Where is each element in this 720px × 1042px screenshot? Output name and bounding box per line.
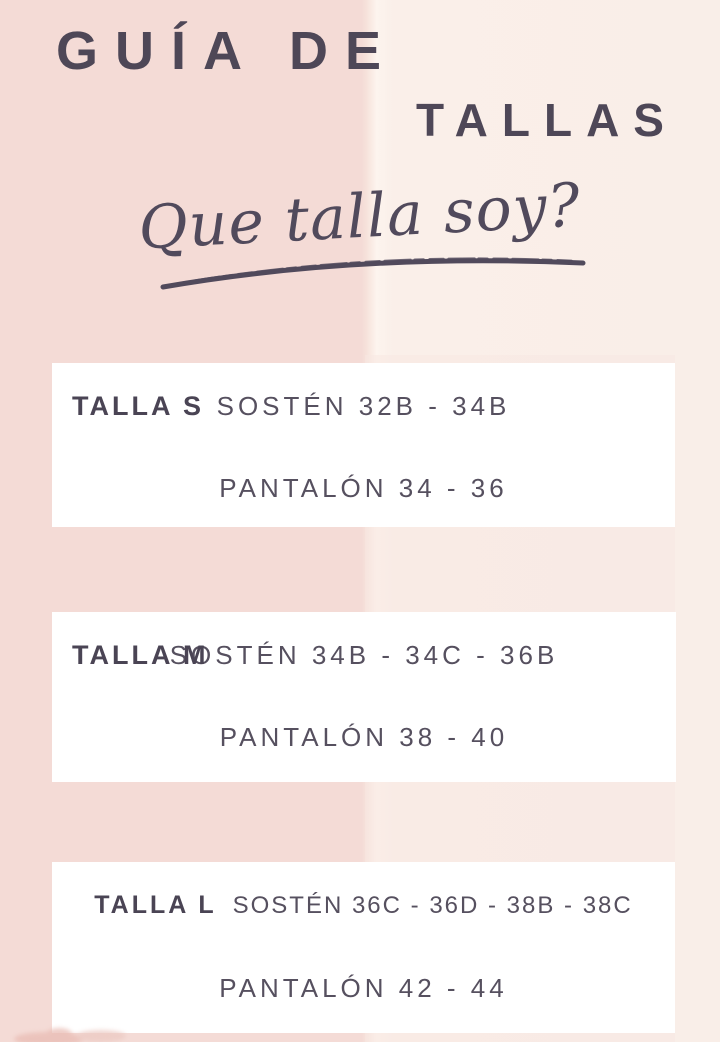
pants-sizes-s: PANTALÓN 34 - 36: [219, 473, 508, 503]
size-label-l: TALLA L: [94, 891, 217, 919]
script-question-text: Que talla soy?: [137, 170, 583, 263]
bra-sizes-s: SOSTÉN 32B - 34B: [216, 391, 511, 421]
script-underline: [160, 258, 586, 290]
bra-sizes-m: SOSTÉN 34B - 34C - 36B: [169, 640, 559, 670]
bra-sizes-l: SOSTÉN 36C - 36D - 38B - 38C: [232, 892, 633, 919]
size-card-m: TALLA M SOSTÉN 34B - 34C - 36B PANTALÓN …: [52, 612, 676, 782]
script-underline-texture: [173, 257, 577, 286]
size-label-m: TALLA M: [72, 640, 209, 670]
size-card-l: TALLA L SOSTÉN 36C - 36D - 38B - 38C PAN…: [52, 862, 675, 1033]
pants-sizes-l: PANTALÓN 42 - 44: [219, 973, 508, 1003]
size-card-s: TALLA S SOSTÉN 32B - 34B PANTALÓN 34 - 3…: [52, 363, 675, 527]
script-headline-svg: Que talla soy?: [137, 170, 586, 290]
script-headline: Que talla soy?: [105, 165, 615, 305]
page-title-line1: GUÍA DE: [56, 21, 399, 81]
size-label-s: TALLA S: [72, 391, 204, 421]
pants-sizes-m: PANTALÓN 38 - 40: [219, 722, 509, 752]
page-title-line2: TALLAS: [415, 94, 678, 146]
corner-flower-decoration: [6, 1028, 156, 1042]
size-row-l: TALLA L SOSTÉN 36C - 36D - 38B - 38C: [94, 888, 632, 923]
